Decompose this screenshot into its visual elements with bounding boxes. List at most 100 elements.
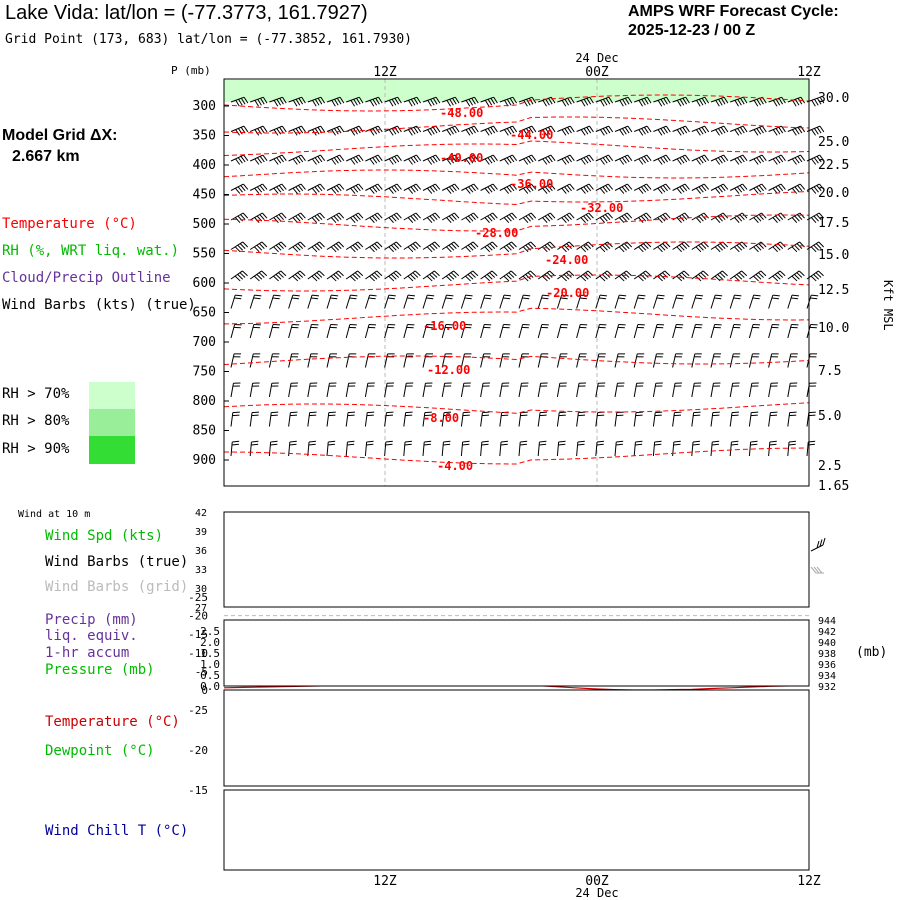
xs-wind-barb	[556, 440, 566, 457]
xs-wind-barb	[249, 183, 268, 194]
pressure-tick-label: 940	[818, 638, 836, 649]
xs-wind-barb	[461, 241, 479, 253]
label-1hr-accum: 1-hr accum	[45, 645, 130, 661]
xs-wind-barb	[384, 212, 402, 224]
xs-wind-barb	[403, 440, 413, 457]
xs-wind-barb	[422, 125, 441, 136]
xs-wind-barb	[460, 440, 470, 457]
xs-wind-barb	[480, 382, 491, 398]
xs-wind-barb	[672, 96, 690, 107]
xs-right-label: Kft MSL	[881, 280, 895, 331]
xs-wind-barb	[806, 382, 817, 398]
grid-dx-label: Model Grid ΔX:	[2, 127, 118, 144]
xs-wind-barb	[576, 323, 588, 339]
xs-wind-barb	[365, 183, 383, 194]
xs-wind-barb	[653, 125, 671, 136]
xs-ytick-label: 900	[193, 453, 216, 468]
temp-contour	[223, 140, 810, 156]
xs-wind-barb	[729, 323, 741, 339]
xs-wind-barb	[576, 125, 594, 136]
xs-wind-barb	[307, 353, 318, 368]
xs-wind-barb	[345, 154, 364, 165]
xs-wind-barb	[269, 183, 287, 194]
xs-wind-barb	[403, 183, 422, 194]
top-date-label: 24 Dec	[575, 51, 618, 65]
xs-wind-barb	[672, 323, 684, 339]
top-time-label: 12Z	[373, 65, 397, 80]
xs-wind-barb	[653, 183, 671, 194]
xs-wind-barb	[652, 294, 665, 309]
xs-wind-barb	[499, 440, 509, 457]
xs-wind-barb	[461, 212, 479, 224]
xs-wind-barb	[269, 212, 287, 224]
xs-wind-barb	[441, 241, 460, 253]
xs-wind-barb	[557, 212, 575, 224]
xs-wind-barb	[691, 294, 704, 309]
xs-wind-barb	[249, 411, 260, 427]
xs-wind-barb	[653, 212, 671, 224]
xs-wind-barb	[403, 294, 416, 309]
xs-wind-barb	[345, 212, 364, 224]
xs-wind-barb	[422, 440, 432, 457]
xs-wind-barb	[576, 440, 585, 457]
xs-ytick-label: 800	[193, 394, 216, 409]
xs-wind-barb	[556, 353, 568, 368]
xs-wind-barb	[364, 411, 375, 427]
xs-wind-barb	[499, 212, 517, 224]
pressure-unit: (mb)	[856, 645, 887, 660]
pressure-tick-label: 944	[818, 616, 836, 627]
xs-wind-barb	[595, 154, 614, 165]
xs-wind-barb	[537, 411, 548, 427]
temp-contour-label: -20.00	[546, 286, 589, 300]
temp-contour-label: -8.00	[423, 411, 459, 425]
xs-wind-barb	[768, 294, 780, 309]
grid-point-label: Grid Point (173, 683) lat/lon = (-77.385…	[5, 32, 412, 47]
xs-wind-barb	[384, 440, 393, 457]
label-wind-barbs-grid: Wind Barbs (grid)	[45, 579, 189, 595]
xs-wind-barb	[633, 154, 652, 165]
xs-wind-barb	[230, 323, 242, 339]
xs-wind-barb	[384, 323, 396, 339]
xs-wind-barb	[633, 323, 645, 339]
temp-contour	[223, 116, 810, 134]
xs-wind-barb	[307, 323, 319, 339]
pressure-tick-label: 934	[818, 671, 836, 682]
xs-wind-barb	[441, 183, 460, 194]
xs-wind-barb	[230, 270, 248, 282]
xs-wind-barb	[768, 154, 786, 165]
xs-wind-barb	[480, 212, 498, 224]
xs-wind-barb	[499, 183, 518, 194]
xs-wind-barb	[710, 270, 728, 282]
xs-right-tick-label: 5.0	[818, 409, 841, 424]
xs-wind-barb	[787, 411, 797, 427]
xs-wind-barb	[691, 353, 702, 368]
xs-wind-barb	[326, 241, 345, 253]
xs-wind-barb	[403, 96, 422, 107]
xs-wind-barb	[537, 323, 549, 339]
xs-wind-barb	[518, 125, 537, 136]
rh70-swatch	[89, 382, 135, 409]
xs-wind-barb	[633, 440, 643, 457]
top-time-label: 00Z	[585, 65, 609, 80]
xs-wind-barb	[729, 212, 748, 224]
xs-wind-barb	[307, 183, 326, 194]
xs-wind-barb	[710, 323, 722, 339]
temp-contour-label: -4.00	[437, 459, 473, 473]
xs-wind-barb	[230, 411, 240, 427]
xs-wind-barb	[269, 96, 287, 107]
xs-wind-barb	[691, 241, 709, 253]
xs-wind-barb	[384, 183, 402, 194]
bottom-date-label: 24 Dec	[575, 886, 618, 900]
xs-ytick-label: 600	[193, 276, 216, 291]
bottom-time-label: 12Z	[797, 874, 821, 889]
xs-wind-barb	[557, 125, 575, 136]
xs-wind-barb	[806, 125, 825, 136]
xs-wind-barb	[230, 353, 242, 368]
xs-right-tick-label: 25.0	[818, 135, 849, 150]
xs-wind-barb	[691, 183, 710, 194]
xs-wind-barb	[499, 353, 510, 368]
label-precip: Precip (mm)	[45, 612, 138, 628]
xs-wind-barb	[518, 382, 529, 398]
xs-wind-barb	[288, 241, 306, 253]
xs-wind-barb	[653, 154, 671, 165]
